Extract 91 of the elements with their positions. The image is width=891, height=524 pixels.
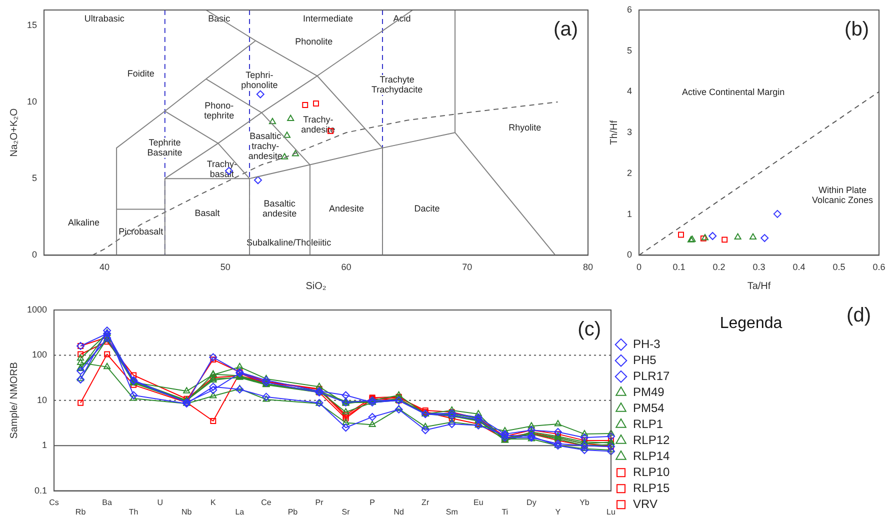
- legend-label: RLP15: [633, 480, 670, 495]
- x-tick-label: Ba: [102, 498, 113, 507]
- annotation: Picrobasalt: [118, 226, 164, 237]
- x-tick-label: Rb: [75, 507, 86, 516]
- x-tick-label: U: [157, 498, 164, 507]
- x-tick-label: Zr: [422, 498, 430, 507]
- y-tick-label: 0: [32, 250, 38, 260]
- x-tick-label: Sr: [342, 507, 350, 516]
- x-tick-label: Yb: [580, 498, 590, 507]
- legend-label: RLP10: [633, 464, 670, 479]
- x-tick-label: P: [370, 498, 375, 507]
- annotation: Foidite: [127, 68, 154, 79]
- y-axis-title: Sample/ NMORB: [8, 362, 20, 439]
- x-tick-label: Th: [128, 507, 138, 516]
- legend-label: RLP12: [633, 432, 670, 447]
- x-tick-label: Nb: [182, 507, 192, 516]
- legend-label: PH5: [633, 352, 657, 367]
- x-tick-label: Dy: [526, 498, 536, 507]
- x-tick-label: Pr: [315, 498, 324, 507]
- y-tick-label: 100: [32, 350, 48, 360]
- annotation: Trachyte Trachydacite: [371, 74, 423, 95]
- y-tick-label: 5: [626, 45, 632, 56]
- annotation: Basalt: [194, 208, 220, 218]
- annotation: Basaltic trachy- andesite: [248, 130, 282, 161]
- annotation: Basaltic andesite: [262, 198, 297, 219]
- annotation: (c): [578, 318, 601, 341]
- y-tick-label: 0: [626, 250, 632, 260]
- annotation: (a): [554, 18, 578, 41]
- x-tick-label: 0.1: [672, 262, 686, 272]
- legend-label: PM49: [633, 384, 665, 399]
- x-tick-label: La: [235, 507, 245, 516]
- x-tick-label: 0.5: [832, 262, 846, 272]
- legend-label: VRV: [633, 496, 658, 511]
- annotation: Rhyolite: [508, 122, 542, 132]
- annotation: Dacite: [414, 204, 440, 214]
- annotation: Phonolite: [295, 36, 333, 47]
- x-tick-label: Lu: [606, 507, 616, 516]
- legend-label: PM54: [633, 400, 665, 415]
- annotation: Within Plate Volcanic Zones: [812, 185, 874, 206]
- y-tick-label: 10: [37, 394, 48, 405]
- x-tick-label: 0.6: [872, 262, 886, 272]
- legend-label: RLP1: [633, 416, 664, 431]
- y-tick-label: 6: [626, 4, 632, 14]
- x-tick-label: Ce: [261, 498, 272, 507]
- legend-label: PH-3: [633, 336, 661, 351]
- x-tick-label: Y: [555, 507, 562, 516]
- legend-label: RLP14: [633, 448, 670, 463]
- text: (d): [846, 304, 871, 327]
- y-tick-label: 1000: [26, 304, 48, 314]
- y-tick-label: 5: [32, 173, 38, 184]
- x-tick-label: 0.2: [712, 262, 726, 272]
- annotation: Tephrite Basanite: [147, 137, 182, 158]
- annotation: Intermediate: [302, 14, 353, 24]
- y-tick-label: 1: [626, 208, 632, 219]
- x-tick-label: 0.4: [792, 262, 806, 272]
- annotation: Trachy- andesite: [301, 114, 336, 134]
- y-tick-label: 4: [626, 86, 632, 96]
- annotation: (b): [844, 18, 869, 41]
- y-tick-label: 15: [26, 20, 38, 30]
- x-tick-label: Cs: [49, 498, 59, 507]
- y-tick-label: 3: [626, 127, 632, 138]
- x-tick-label: 0: [636, 262, 642, 272]
- annotation: Andesite: [328, 204, 364, 214]
- y-tick-label: 0.1: [34, 485, 48, 496]
- y-axis-title: Na₂O+K₂O: [8, 108, 20, 157]
- annotation: Alkaline: [68, 218, 100, 228]
- annotation: Active Continental Margin: [682, 87, 785, 98]
- y-axis-title: Th/Hf: [608, 120, 620, 145]
- x-axis-title: Ta/Hf: [747, 280, 771, 292]
- x-tick-label: Ti: [502, 507, 508, 516]
- y-tick-label: 1: [42, 440, 48, 450]
- x-axis-title: SiO₂: [306, 280, 326, 292]
- annotation: Tephri- phonolite: [241, 70, 278, 90]
- y-tick-label: 10: [26, 96, 38, 106]
- annotation: Phono- tephrite: [204, 100, 234, 121]
- x-tick-label: 80: [582, 262, 594, 272]
- x-tick-label: Nd: [394, 507, 404, 516]
- x-tick-label: 60: [341, 262, 352, 272]
- legend-title: Legenda: [720, 314, 782, 332]
- annotation: Trachy- basalt: [206, 158, 237, 179]
- x-tick-label: Eu: [473, 498, 484, 507]
- x-tick-label: 50: [220, 262, 230, 272]
- x-tick-label: Sm: [446, 507, 458, 516]
- x-tick-label: 0.3: [752, 262, 766, 272]
- y-tick-label: 2: [626, 168, 632, 178]
- x-tick-label: 40: [99, 262, 110, 272]
- x-tick-label: K: [210, 498, 216, 507]
- x-tick-label: Pb: [288, 507, 298, 516]
- annotation: Ultrabasic: [84, 14, 125, 24]
- legend-label: PLR17: [633, 368, 670, 383]
- x-tick-label: 70: [462, 262, 472, 272]
